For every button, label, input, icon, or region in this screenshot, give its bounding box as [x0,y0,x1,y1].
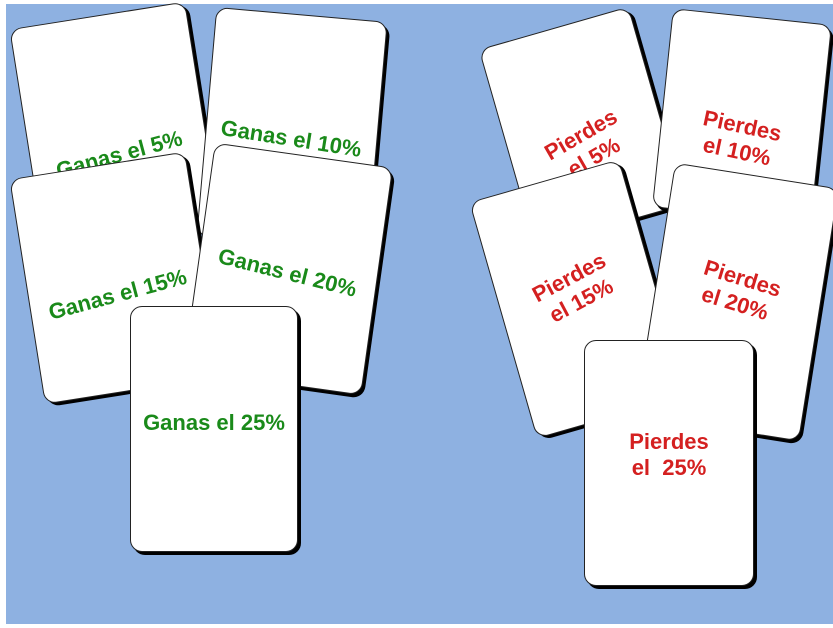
card-label-line1: Pierdes [629,429,709,454]
card-label: Pierdes el 15% [495,230,655,348]
card-label-line2: el 25% [631,455,707,480]
game-board: Ganas el 5% Ganas el 10% Ganas el 15% Ga… [6,1,833,624]
card-label: Pierdes el 20% [653,242,825,340]
card-ganas-25[interactable]: Ganas el 25% [130,306,298,552]
card-label: Pierdes el 25% [585,429,753,481]
card-label: Ganas el 20% [215,243,360,302]
card-label: Ganas el 25% [143,410,285,435]
card-pierdes-25[interactable]: Pierdes el 25% [584,340,754,586]
